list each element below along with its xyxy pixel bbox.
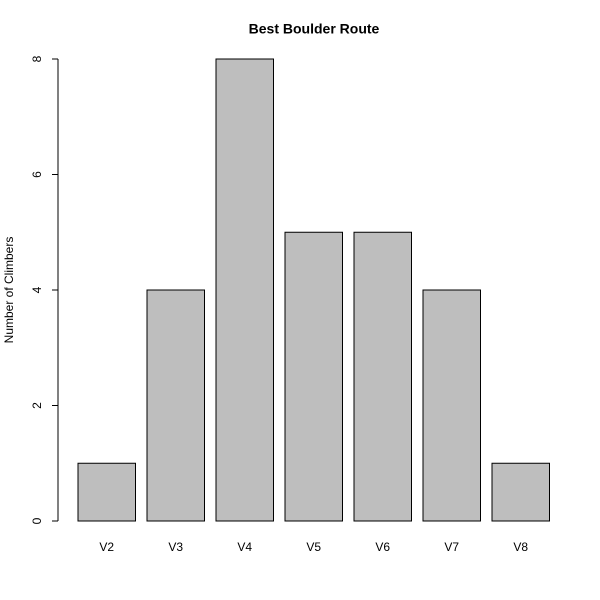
bar <box>353 231 412 522</box>
bar <box>146 289 205 522</box>
y-tick-label: 2 <box>30 402 44 409</box>
x-tick-label: V7 <box>444 540 459 554</box>
y-axis-label: Number of Climbers <box>2 237 16 344</box>
x-tick-label: V6 <box>375 540 390 554</box>
chart-title: Best Boulder Route <box>249 21 380 37</box>
bar <box>77 462 136 522</box>
y-tick-label: 4 <box>30 286 44 293</box>
x-tick-label: V3 <box>168 540 183 554</box>
y-tick-label: 6 <box>30 171 44 178</box>
y-tick-label: 8 <box>30 55 44 62</box>
bar <box>284 231 343 522</box>
x-tick-label: V8 <box>513 540 528 554</box>
bar <box>422 289 481 522</box>
x-tick-label: V4 <box>237 540 252 554</box>
x-tick-label: V2 <box>99 540 114 554</box>
bar <box>215 58 274 522</box>
bar <box>491 462 550 522</box>
y-tick-label: 0 <box>30 517 44 524</box>
x-tick-label: V5 <box>306 540 321 554</box>
